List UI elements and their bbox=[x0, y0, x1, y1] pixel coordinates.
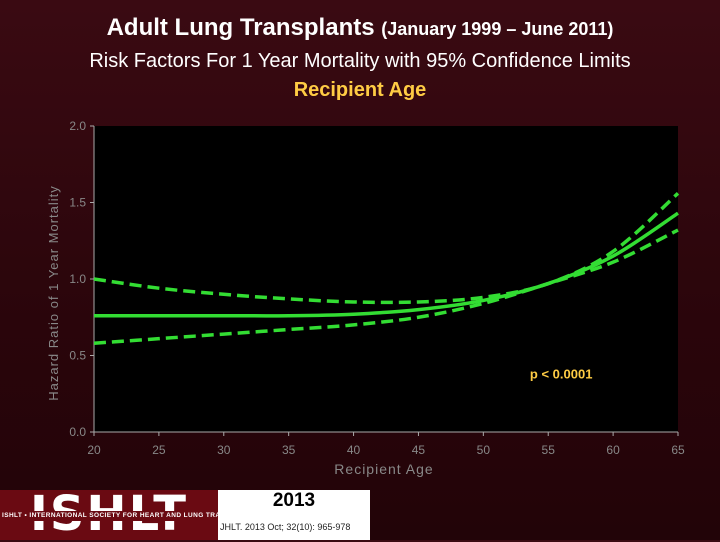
y-tick-label: 0.0 bbox=[69, 425, 86, 439]
x-tick-label: 35 bbox=[282, 443, 296, 457]
citation-box: 2013 JHLT. 2013 Oct; 32(10): 965-978 bbox=[218, 490, 370, 540]
x-tick-label: 30 bbox=[217, 443, 231, 457]
p-value-annotation: p < 0.0001 bbox=[530, 366, 593, 381]
curves bbox=[93, 192, 680, 346]
citation-year: 2013 bbox=[272, 490, 316, 511]
citation-text: JHLT. 2013 Oct; 32(10): 965-978 bbox=[220, 522, 351, 532]
y-axis-label: Hazard Ratio of 1 Year Mortality bbox=[46, 185, 61, 401]
logo-subtitle: ISHLT • INTERNATIONAL SOCIETY FOR HEART … bbox=[2, 511, 276, 521]
slide-subtitle: Risk Factors For 1 Year Mortality with 9… bbox=[89, 50, 631, 72]
x-tick-label: 40 bbox=[347, 443, 361, 457]
variable-name: Recipient Age bbox=[293, 79, 427, 101]
x-tick-label: 60 bbox=[606, 443, 620, 457]
y-tick-label: 2.0 bbox=[69, 119, 86, 133]
hazard-ratio-chart: 20 25 30 35 40 45 50 55 60 65 0.0 0.5 1.0 1.5 2.0 p < … bbox=[46, 119, 685, 477]
x-tick-label: 20 bbox=[87, 443, 101, 457]
lower-confidence-limit bbox=[93, 228, 679, 346]
title-main: Adult Lung Transplants bbox=[106, 14, 375, 41]
x-tick-label: 25 bbox=[152, 443, 166, 457]
tick-labels: 20 25 30 35 40 45 50 55 60 65 0.0 0.5 1.0 1.5 2.0 bbox=[69, 119, 685, 457]
y-tick-label: 0.5 bbox=[69, 349, 86, 363]
x-axis-label: Recipient Age bbox=[334, 461, 433, 477]
y-tick-label: 1.5 bbox=[69, 196, 86, 210]
title-dates: (January 1999 – June 2011) bbox=[381, 19, 614, 39]
y-tick-label: 1.0 bbox=[69, 272, 86, 286]
x-tick-label: 50 bbox=[477, 443, 491, 457]
x-tick-label: 65 bbox=[671, 443, 685, 457]
upper-confidence-limit bbox=[93, 192, 680, 305]
x-tick-label: 55 bbox=[542, 443, 556, 457]
slide-title: Adult Lung Transplants (January 1999 – J… bbox=[0, 14, 720, 42]
x-tick-label: 45 bbox=[412, 443, 426, 457]
ishlt-logo: ISHLT ISHLT • INTERNATIONAL SOCIETY FOR … bbox=[0, 486, 276, 542]
plot-area bbox=[94, 126, 678, 432]
